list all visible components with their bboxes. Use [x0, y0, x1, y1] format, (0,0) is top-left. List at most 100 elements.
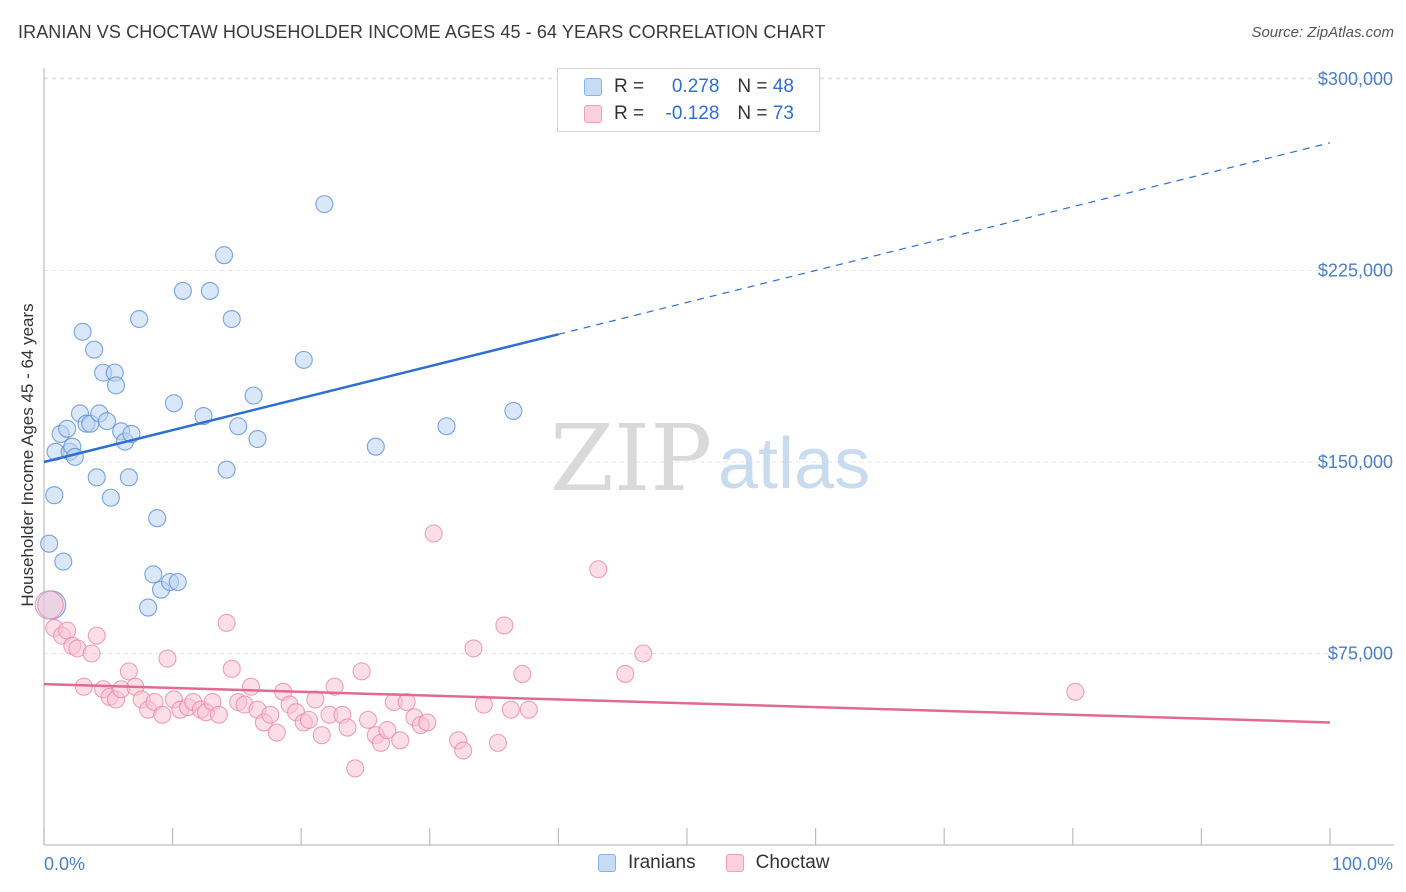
y-tick-label: $225,000 — [1318, 261, 1393, 281]
choctaw-point — [267, 723, 286, 742]
legend-n-label: N = — [737, 103, 768, 124]
choctaw-point — [495, 616, 514, 635]
iranians-point — [87, 468, 106, 487]
legend-r-label: R = — [614, 103, 645, 124]
series-legend-swatch-choctaw — [725, 854, 744, 872]
iranians-point — [54, 552, 73, 571]
choctaw-point — [464, 639, 483, 658]
choctaw-point — [359, 710, 378, 729]
choctaw-point — [1066, 682, 1085, 701]
axes — [43, 68, 1394, 846]
choctaw-point — [222, 659, 241, 678]
chart-title: IRANIAN VS CHOCTAW HOUSEHOLDER INCOME AG… — [18, 22, 826, 42]
iranians-point — [437, 417, 456, 436]
choctaw-point — [299, 710, 318, 729]
correlation-legend: R = 0.278 N = 48 R = -0.128 N = 73 — [557, 68, 820, 132]
choctaw-point — [378, 721, 397, 740]
iranians-point — [148, 509, 167, 528]
iranians-point — [366, 437, 385, 456]
iranians-point — [130, 309, 149, 329]
choctaw-point — [325, 677, 344, 696]
choctaw-point — [519, 700, 538, 719]
iranians-point — [217, 460, 236, 479]
legend-row-iranians: R = 0.278 N = 48 — [584, 75, 794, 99]
watermark-zip: ZIP — [550, 405, 712, 512]
choctaw-point — [391, 731, 410, 750]
choctaw-point — [501, 700, 520, 719]
iranians-point — [248, 429, 267, 449]
iranians-point — [200, 281, 219, 300]
y-axis-label: Householder Income Ages 45 - 64 years — [18, 303, 37, 606]
watermark-atlas: atlas — [718, 424, 870, 504]
iranians-point — [315, 195, 334, 214]
iranians-point — [229, 417, 248, 436]
iranians-point — [97, 412, 117, 431]
choctaw-point — [261, 705, 280, 724]
iranians-point — [119, 468, 138, 487]
choctaw-point — [241, 677, 261, 696]
gridlines — [44, 77, 1394, 654]
series-legend-label-choctaw: Choctaw — [755, 852, 830, 873]
series-legend: Iranians Choctaw — [598, 852, 860, 874]
x-tick-label-min: 0.0% — [44, 854, 85, 874]
choctaw-point — [217, 613, 236, 632]
legend-r-label: R = — [614, 76, 645, 97]
iranians-point — [222, 309, 241, 329]
iranians-point — [106, 376, 126, 395]
choctaw-point — [158, 649, 177, 668]
choctaw-point — [338, 718, 357, 737]
series-legend-choctaw[interactable]: Choctaw — [725, 852, 830, 874]
legend-n-label: N = — [737, 76, 768, 97]
legend-n-value-choctaw: 73 — [772, 103, 794, 124]
source-credit: Source: ZipAtlas.com — [1251, 24, 1394, 41]
choctaw-point — [34, 590, 64, 620]
choctaw-point — [488, 733, 508, 752]
legend-swatch-iranians — [584, 78, 602, 96]
iranians-point — [73, 322, 92, 341]
x-tick-labels: 0.0% 100.0% — [44, 854, 1393, 874]
legend-r-value-iranians: 0.278 — [671, 76, 720, 97]
series-legend-label-iranians: Iranians — [628, 852, 696, 873]
series-legend-swatch-iranians — [598, 854, 616, 872]
choctaw-point — [454, 741, 473, 760]
iranians-trend-extension — [558, 142, 1331, 335]
iranians-point — [294, 350, 313, 369]
iranians-point — [45, 486, 64, 505]
series-iranians-points — [37, 195, 523, 620]
iranians-point — [139, 598, 158, 617]
legend-r-value-choctaw: -0.128 — [665, 103, 720, 124]
choctaw-point — [153, 705, 172, 724]
choctaw-point — [119, 662, 138, 681]
iranians-point — [144, 565, 163, 584]
choctaw-point — [418, 713, 437, 732]
choctaw-point — [58, 621, 77, 640]
choctaw-point — [346, 759, 365, 778]
choctaw-point — [306, 690, 325, 709]
choctaw-point — [634, 644, 653, 663]
choctaw-trend-line — [43, 682, 1331, 724]
choctaw-point — [209, 705, 228, 724]
legend-row-choctaw: R = -0.128 N = 73 — [584, 102, 794, 126]
choctaw-point — [87, 626, 106, 645]
legend-swatch-choctaw — [584, 105, 602, 123]
y-tick-label: $300,000 — [1318, 69, 1393, 89]
y-tick-label: $75,000 — [1328, 644, 1393, 664]
choctaw-point — [312, 726, 331, 745]
iranians-point — [85, 340, 104, 359]
iranians-point — [244, 386, 263, 405]
choctaw-point — [82, 644, 101, 663]
x-tick-label-max: 100.0% — [1332, 854, 1393, 874]
iranians-point — [214, 246, 234, 265]
watermark: ZIP atlas — [550, 405, 870, 512]
choctaw-point — [397, 692, 416, 712]
legend-n-value-iranians: 48 — [772, 76, 794, 97]
iranians-point — [164, 394, 183, 413]
series-choctaw-points — [34, 524, 1085, 778]
iranians-point — [58, 419, 77, 438]
iranians-point — [168, 572, 187, 592]
iranians-point — [504, 401, 523, 420]
trend-lines — [43, 142, 1331, 724]
choctaw-point — [616, 664, 635, 683]
series-legend-iranians[interactable]: Iranians — [598, 852, 696, 874]
